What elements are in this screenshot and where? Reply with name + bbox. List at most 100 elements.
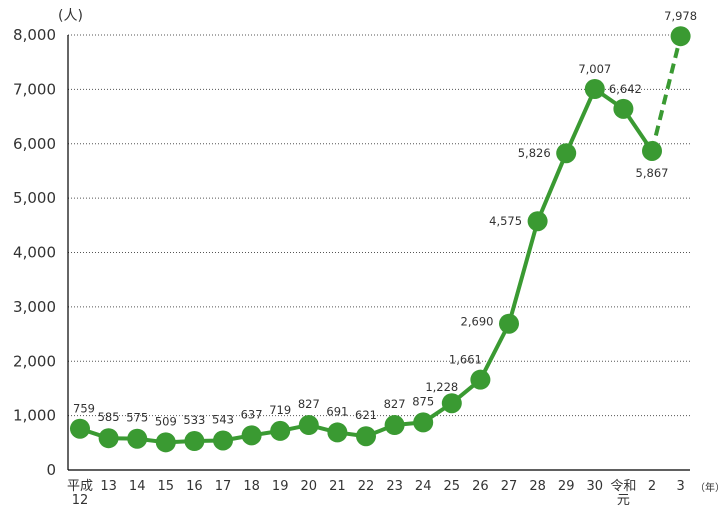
x-tick-label: 23 xyxy=(386,479,403,494)
x-tick-label: 25 xyxy=(444,479,461,494)
data-label: 875 xyxy=(412,394,434,408)
data-point xyxy=(384,415,405,436)
x-tick-label: 17 xyxy=(215,479,232,494)
data-point xyxy=(642,140,662,161)
data-label: 7,007 xyxy=(578,62,611,76)
data-point xyxy=(98,428,119,449)
svg-text:29: 29 xyxy=(558,479,575,494)
data-label: 719 xyxy=(269,403,291,417)
x-tick-label: 15 xyxy=(158,479,175,494)
data-label: 575 xyxy=(126,411,148,425)
data-label: 759 xyxy=(73,402,95,416)
data-point xyxy=(670,26,691,47)
data-point xyxy=(584,78,605,99)
svg-text:25: 25 xyxy=(444,479,461,494)
data-point xyxy=(470,369,491,390)
data-label: 827 xyxy=(298,397,320,411)
x-tick-label: 20 xyxy=(301,479,318,494)
data-label: 5,867 xyxy=(636,166,669,180)
svg-text:22: 22 xyxy=(358,479,375,494)
x-tick-label: 19 xyxy=(272,479,289,494)
data-point xyxy=(270,420,291,441)
data-label: 827 xyxy=(384,397,406,411)
svg-text:28: 28 xyxy=(529,479,546,494)
svg-text:平成: 平成 xyxy=(67,479,93,494)
x-tick-label: 24 xyxy=(415,479,432,494)
x-tick-label: 26 xyxy=(472,479,489,494)
data-point xyxy=(298,415,319,436)
y-tick-label: 5,000 xyxy=(13,189,56,207)
data-point xyxy=(356,426,376,447)
svg-text:元: 元 xyxy=(617,493,630,508)
data-label: 543 xyxy=(212,412,234,426)
data-label: 1,661 xyxy=(449,353,482,367)
series-line-dashed xyxy=(650,35,683,152)
y-tick-labels: 0 1,000 2,000 3,000 4,000 5,000 6,000 7,000 8,00… xyxy=(13,26,56,479)
svg-text:14: 14 xyxy=(129,479,146,494)
y-tick-label: 6,000 xyxy=(13,135,56,153)
data-label: 533 xyxy=(183,413,205,427)
data-point xyxy=(556,143,577,164)
data-point xyxy=(527,211,548,232)
x-tick-label: 16 xyxy=(186,479,203,494)
data-point xyxy=(70,418,90,439)
svg-text:令和: 令和 xyxy=(610,479,636,494)
series-points xyxy=(70,26,691,453)
x-tick-label: 13 xyxy=(100,479,117,494)
x-tick-label: 3 xyxy=(676,479,684,494)
svg-text:23: 23 xyxy=(386,479,403,494)
data-point xyxy=(241,425,262,446)
x-tick-label: 14 xyxy=(129,479,146,494)
y-tick-label: 0 xyxy=(46,461,56,479)
y-unit-label: (人) xyxy=(58,8,83,24)
svg-text:15: 15 xyxy=(158,479,175,494)
svg-text:30: 30 xyxy=(587,479,604,494)
svg-text:19: 19 xyxy=(272,479,289,494)
data-label: 6,642 xyxy=(609,82,642,96)
svg-text:12: 12 xyxy=(72,493,89,508)
x-tick-label: 令和元 xyxy=(610,479,636,508)
data-point xyxy=(413,412,434,433)
svg-text:21: 21 xyxy=(329,479,346,494)
x-tick-label: 29 xyxy=(558,479,575,494)
y-tick-label: 2,000 xyxy=(13,352,56,370)
svg-text:26: 26 xyxy=(472,479,489,494)
svg-text:17: 17 xyxy=(215,479,232,494)
svg-text:24: 24 xyxy=(415,479,432,494)
svg-text:2: 2 xyxy=(648,479,656,494)
x-tick-label: 27 xyxy=(501,479,518,494)
x-unit-label: （年） xyxy=(695,481,720,494)
svg-text:20: 20 xyxy=(301,479,318,494)
data-point xyxy=(127,428,148,449)
x-tick-label: 22 xyxy=(358,479,375,494)
data-point xyxy=(213,430,233,451)
y-tick-label: 8,000 xyxy=(13,26,56,44)
svg-text:16: 16 xyxy=(186,479,203,494)
data-label: 5,826 xyxy=(518,146,551,160)
x-tick-label: 21 xyxy=(329,479,346,494)
data-point xyxy=(184,431,205,452)
x-tick-label: 30 xyxy=(587,479,604,494)
data-label: 4,575 xyxy=(489,214,522,228)
svg-text:3: 3 xyxy=(676,479,684,494)
data-point xyxy=(327,422,348,443)
data-point xyxy=(441,393,462,414)
svg-text:27: 27 xyxy=(501,479,518,494)
data-label: 585 xyxy=(98,410,120,424)
x-tick-label: 2 xyxy=(648,479,656,494)
x-tick-label: 28 xyxy=(529,479,546,494)
y-tick-label: 1,000 xyxy=(13,407,56,425)
data-label: 2,690 xyxy=(461,315,494,329)
data-point xyxy=(155,432,176,453)
data-label: 7,978 xyxy=(664,9,697,23)
data-label: 621 xyxy=(355,408,377,422)
series-line xyxy=(79,86,654,445)
x-tick-label: 18 xyxy=(243,479,260,494)
data-label: 637 xyxy=(241,407,263,421)
y-tick-label: 4,000 xyxy=(13,244,56,262)
data-point xyxy=(613,98,634,119)
